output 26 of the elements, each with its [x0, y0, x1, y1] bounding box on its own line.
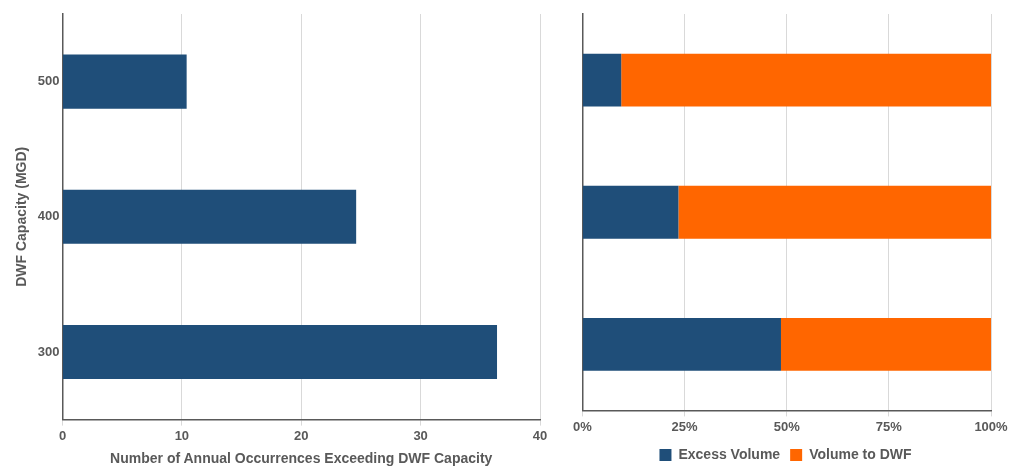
- legend-label: Excess Volume: [678, 445, 781, 462]
- x-tick-label: 10: [174, 427, 190, 443]
- bar: [582, 53, 622, 107]
- x-tick-label: 0%: [573, 418, 593, 434]
- bar: [62, 189, 357, 244]
- bar: [62, 324, 498, 380]
- bar: [582, 185, 679, 239]
- y-axis-title: DWF Capacity (MGD): [13, 146, 30, 287]
- x-axis-title: Number of Annual Occurrences Exceeding DWF Capacity: [110, 450, 493, 467]
- legend-label: Volume to DWF: [809, 445, 912, 462]
- bar: [780, 317, 991, 371]
- bar: [621, 53, 991, 107]
- x-tick-label: 40: [532, 427, 548, 443]
- bar: [62, 54, 187, 109]
- x-tick-label: 100%: [974, 418, 1009, 434]
- y-tick-label: 300: [37, 343, 60, 359]
- x-tick-label: 75%: [875, 418, 903, 434]
- x-tick-label: 0: [58, 427, 67, 443]
- x-tick-label: 25%: [671, 418, 698, 434]
- x-tick-label: 50%: [773, 418, 801, 434]
- y-tick-label: 500: [37, 73, 60, 89]
- x-tick-label: 30: [413, 427, 428, 443]
- bar: [678, 185, 991, 239]
- y-tick-label: 400: [37, 208, 60, 224]
- x-tick-label: 20: [294, 427, 309, 443]
- bar: [582, 317, 781, 371]
